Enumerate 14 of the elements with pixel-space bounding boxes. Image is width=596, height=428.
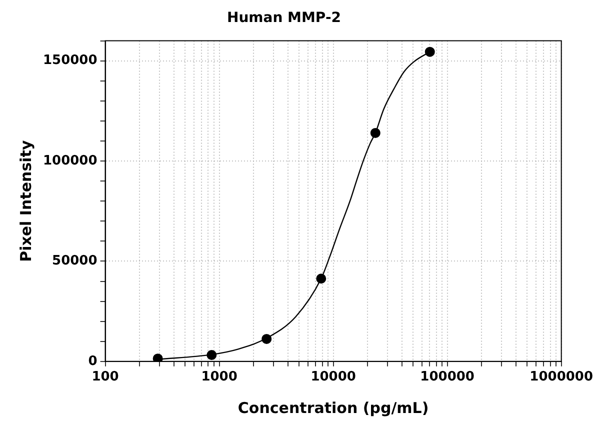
- y-tick-label: 100000: [42, 153, 98, 168]
- x-tick-label: 100000: [420, 370, 474, 385]
- y-tick-label: 50000: [52, 254, 98, 269]
- y-tick-label: 0: [88, 354, 98, 369]
- x-tick-label: 10000: [310, 370, 356, 385]
- y-axis-title: Pixel Intensity: [16, 140, 35, 262]
- x-tick-label: 1000: [201, 370, 238, 385]
- y-tick-label: 150000: [42, 53, 98, 68]
- chart-title: Human MMP-2: [227, 10, 341, 26]
- x-tick-label: 100: [92, 370, 119, 385]
- point: [424, 46, 435, 57]
- point: [152, 354, 163, 362]
- x-axis-title: Concentration (pg/mL): [238, 398, 429, 417]
- x-tick-label: 1000000: [530, 370, 594, 385]
